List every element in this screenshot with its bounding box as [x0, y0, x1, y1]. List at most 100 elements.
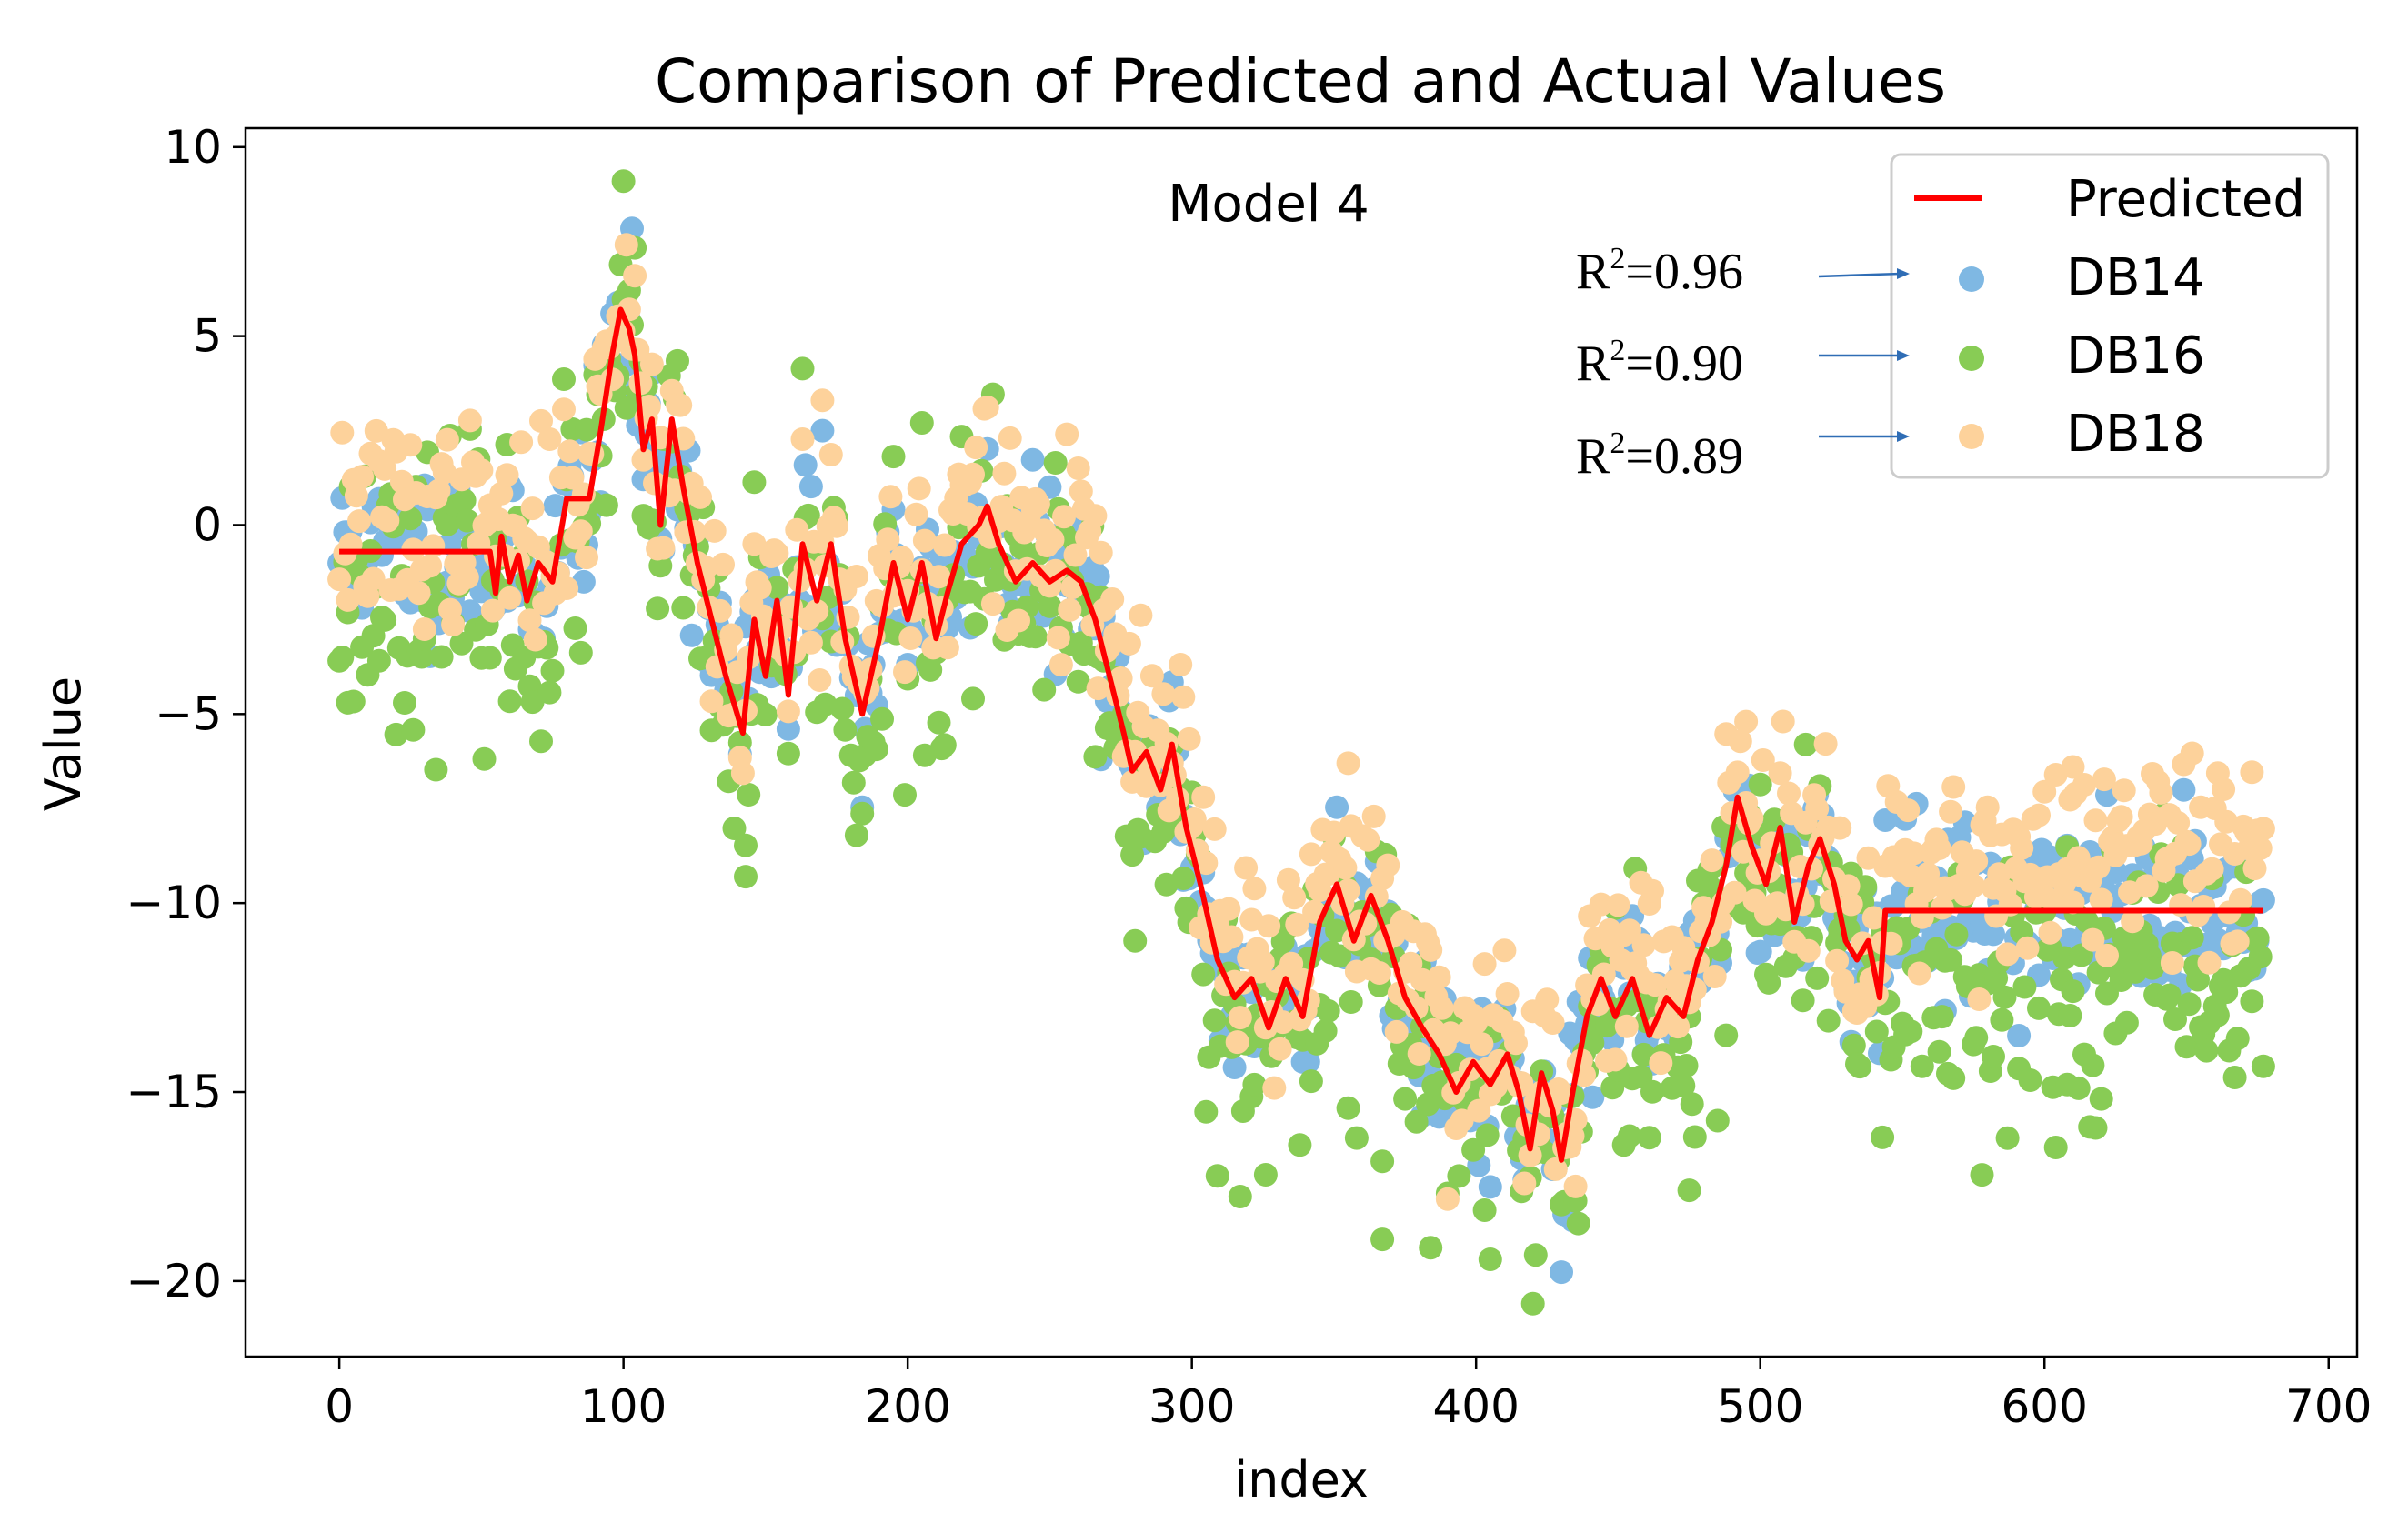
- point-db18: [893, 660, 917, 685]
- point-db14: [2172, 777, 2196, 802]
- point-db16: [393, 691, 416, 715]
- y-tick-label: −5: [155, 687, 222, 740]
- point-db18: [810, 388, 835, 413]
- point-db16: [2248, 945, 2273, 969]
- point-db16: [737, 783, 761, 807]
- x-tick-label: 700: [2285, 1380, 2372, 1433]
- point-db16: [2114, 1010, 2139, 1035]
- point-db18: [2089, 887, 2113, 912]
- point-db16: [2081, 1053, 2105, 1077]
- point-db18: [935, 636, 959, 660]
- point-db18: [1995, 942, 2020, 967]
- point-db16: [2083, 1116, 2108, 1140]
- point-db16: [1853, 875, 1878, 899]
- point-db14: [1222, 1056, 1247, 1079]
- point-db16: [1680, 1092, 1704, 1117]
- r2-annotations: R2=0.96 R2=0.90 R2=0.89: [1576, 242, 1910, 485]
- point-db18: [1472, 952, 1497, 977]
- point-db18: [623, 264, 647, 288]
- point-db16: [830, 696, 855, 721]
- point-db16: [1328, 944, 1352, 968]
- point-db18: [327, 567, 352, 592]
- point-db14: [1550, 1260, 1573, 1285]
- point-db18: [1700, 848, 1724, 873]
- legend-db18-swatch: [1959, 424, 1984, 449]
- point-db18: [373, 456, 397, 481]
- point-db16: [881, 445, 906, 469]
- point-db18: [651, 536, 676, 560]
- point-db16: [1848, 1055, 1872, 1079]
- point-db18: [1058, 597, 1082, 622]
- point-db18: [1728, 729, 1752, 754]
- point-db16: [1714, 1023, 1739, 1047]
- point-db18: [1285, 912, 1309, 937]
- point-db18: [2251, 817, 2275, 841]
- point-db18: [1916, 862, 1941, 886]
- r2-arrowhead-db18: [1897, 431, 1910, 442]
- chart-title: Comparison of Predicted and Actual Value…: [655, 46, 1946, 116]
- point-db16: [1600, 1076, 1625, 1100]
- point-db18: [418, 554, 443, 578]
- y-tick-label: 0: [193, 498, 222, 551]
- point-db18: [980, 592, 1005, 616]
- point-db16: [2163, 1007, 2187, 1031]
- point-db18: [1836, 874, 1861, 898]
- point-db16: [870, 706, 894, 731]
- point-db18: [1191, 785, 1216, 809]
- point-db16: [1930, 1005, 1954, 1029]
- point-db18: [964, 436, 988, 460]
- point-db18: [1182, 807, 1207, 831]
- point-db18: [825, 514, 848, 538]
- point-db16: [1671, 1074, 1696, 1098]
- point-db18: [2200, 857, 2224, 881]
- point-db16: [1370, 1227, 1395, 1252]
- point-db18: [1896, 798, 1921, 823]
- point-db18: [1171, 685, 1196, 709]
- point-db18: [1026, 492, 1050, 516]
- point-db18: [1202, 817, 1227, 841]
- point-db16: [1964, 1026, 1989, 1050]
- point-db18: [631, 447, 656, 472]
- x-tick-label: 400: [1432, 1380, 1519, 1433]
- point-db18: [2032, 779, 2057, 804]
- point-db18: [350, 465, 375, 489]
- point-db18: [702, 518, 727, 543]
- point-db18: [776, 699, 800, 724]
- point-db18: [2112, 778, 2136, 803]
- point-db18: [932, 533, 957, 557]
- point-db14: [1748, 939, 1772, 964]
- point-db18: [1805, 797, 1830, 821]
- point-db16: [2180, 926, 2204, 950]
- point-db18: [2180, 741, 2204, 766]
- point-db16: [734, 865, 758, 889]
- point-db18: [2083, 808, 2108, 833]
- point-db18: [1839, 892, 1863, 917]
- point-db18: [537, 427, 562, 451]
- point-db16: [790, 356, 815, 381]
- point-db18: [699, 689, 724, 714]
- point-db18: [2109, 805, 2133, 829]
- point-db18: [2015, 936, 2040, 960]
- point-db16: [1043, 451, 1068, 475]
- point-db16: [435, 512, 459, 536]
- point-db18: [2081, 927, 2105, 952]
- point-db16: [2225, 1027, 2250, 1051]
- point-db16: [1523, 1243, 1548, 1267]
- point-db16: [1475, 1123, 1500, 1147]
- r2-symbol: R: [1576, 336, 1610, 392]
- x-axis-label: index: [1234, 1451, 1369, 1508]
- point-db18: [1219, 925, 1244, 949]
- x-tick-label: 100: [580, 1380, 667, 1433]
- point-db18: [2072, 773, 2096, 797]
- point-db18: [361, 566, 386, 591]
- r2-value-db18: =0.89: [1625, 428, 1743, 485]
- point-db18: [1907, 961, 1931, 986]
- point-db18: [2095, 943, 2119, 967]
- point-db18: [1899, 864, 1923, 888]
- point-db18: [1336, 751, 1360, 776]
- point-db16: [1228, 1185, 1252, 1208]
- point-db16: [646, 596, 670, 621]
- point-db18: [790, 427, 815, 451]
- legend-label-predicted: Predicted: [2066, 170, 2305, 229]
